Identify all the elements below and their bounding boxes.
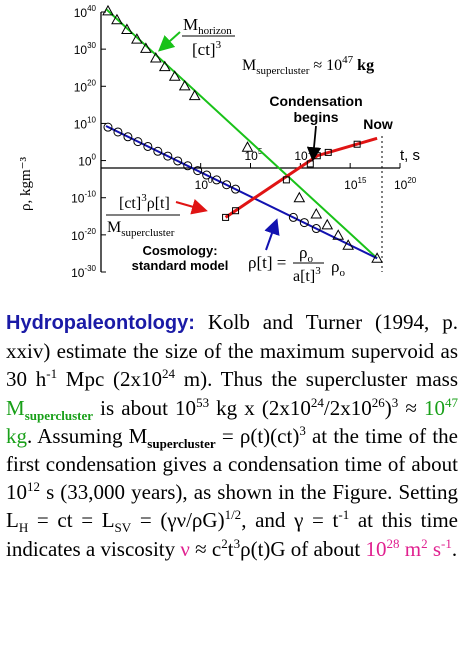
horizon-data-point bbox=[158, 60, 171, 72]
condensation-label: Condensation bbox=[269, 93, 362, 109]
svg-text:Mhorizon: Mhorizon bbox=[183, 15, 232, 37]
horizon-data-point bbox=[178, 79, 191, 91]
horizon-data-point bbox=[149, 52, 162, 63]
horizon-formula: Mhorizon [ct]3 bbox=[182, 15, 235, 59]
density-data-point bbox=[173, 156, 183, 166]
condensation-arrow bbox=[306, 125, 322, 162]
density-data-point bbox=[299, 218, 309, 228]
x-tick-label: 100 bbox=[195, 176, 213, 192]
density-data-point bbox=[202, 170, 212, 180]
x-tick-label: 1020 bbox=[394, 176, 417, 192]
y-tick-label: 1010 bbox=[74, 115, 97, 131]
supercluster-data-point bbox=[353, 140, 361, 148]
svg-text:ρo: ρo bbox=[299, 243, 313, 265]
density-data-point bbox=[153, 146, 163, 156]
horizon-data-point bbox=[293, 191, 306, 203]
svg-text:a[t]3: a[t]3 bbox=[293, 265, 321, 285]
svg-text:Msupercluster: Msupercluster bbox=[107, 219, 175, 239]
supercluster-mass-term: Msupercluster bbox=[6, 395, 94, 423]
supercluster-data-point bbox=[222, 213, 230, 221]
now-label: Now bbox=[363, 116, 393, 132]
supercluster-data-point bbox=[232, 207, 240, 215]
density-data-point bbox=[143, 141, 153, 151]
density-data-point bbox=[222, 180, 232, 190]
horizon-data-point bbox=[121, 23, 133, 34]
supercluster-mass-label: Msupercluster ≈ 1047 kg bbox=[242, 54, 374, 77]
caption-lead: Hydropaleontology: bbox=[6, 312, 195, 334]
x-axis-label: t, s bbox=[400, 147, 420, 164]
density-data-point bbox=[212, 175, 222, 185]
horizon-data-point bbox=[131, 33, 143, 44]
viscosity-symbol: ν bbox=[180, 536, 190, 561]
density-data-point bbox=[311, 224, 321, 234]
density-data-point bbox=[193, 166, 203, 176]
horizon-data-point bbox=[241, 141, 254, 152]
y-tick-label: 10-10 bbox=[71, 190, 96, 206]
horizon-data-point bbox=[321, 218, 334, 230]
caption-paragraph: Hydropaleontology: Kolb and Turner (1994… bbox=[6, 310, 458, 561]
y-tick-label: 1020 bbox=[74, 78, 97, 94]
density-data-point bbox=[288, 212, 298, 222]
density-data-point bbox=[183, 161, 193, 171]
horizon-data-point bbox=[102, 4, 114, 16]
cosmology-label-2: standard model bbox=[132, 258, 229, 273]
svg-text:[ct]3: [ct]3 bbox=[192, 39, 222, 59]
density-formula: ρ[t] = ρo a[t]3 ρo bbox=[248, 243, 345, 285]
supercluster-data-point bbox=[324, 148, 332, 156]
horizon-data-point bbox=[371, 252, 383, 263]
y-axis-label: ρ, kgm⁻³ bbox=[18, 156, 34, 211]
horizon-data-point bbox=[168, 70, 181, 81]
density-data-point bbox=[163, 151, 173, 161]
supercluster-formula-arrow bbox=[175, 199, 208, 215]
supercluster-mass-value: 1047 kg bbox=[6, 394, 458, 448]
supercluster-data-point bbox=[282, 176, 290, 184]
condensation-label-2: begins bbox=[293, 109, 338, 125]
y-tick-label: 1030 bbox=[74, 41, 97, 57]
svg-text:ρ[t] =: ρ[t] = bbox=[248, 253, 286, 272]
y-tick-label: 10-30 bbox=[71, 264, 96, 280]
cosmology-label: Cosmology: bbox=[142, 243, 217, 258]
horizon-series-line bbox=[105, 8, 378, 260]
density-data-point bbox=[133, 137, 143, 147]
horizon-data-point bbox=[332, 229, 345, 240]
svg-text:[ct]3ρ[t]: [ct]3ρ[t] bbox=[119, 192, 170, 212]
horizon-data-point bbox=[310, 208, 323, 219]
viscosity-value: 1028 m2 s-1 bbox=[365, 535, 452, 561]
horizon-data-point bbox=[140, 42, 152, 53]
density-data-point bbox=[123, 132, 133, 142]
density-data-point bbox=[231, 184, 241, 194]
y-axis-ticks: 1040 1030 1020 1010 100 10-10 10-20 10-30 bbox=[71, 4, 106, 280]
y-tick-label: 10-20 bbox=[71, 227, 96, 243]
density-data-point bbox=[103, 122, 113, 132]
horizon-data-point bbox=[111, 13, 123, 25]
horizon-data-point bbox=[342, 239, 355, 250]
supercluster-formula: [ct]3ρ[t] Msupercluster bbox=[106, 192, 180, 239]
x-tick-label: 1015 bbox=[344, 176, 367, 192]
svg-text:ρo: ρo bbox=[331, 257, 345, 279]
density-data-point bbox=[113, 127, 123, 137]
horizon-arrow bbox=[158, 31, 181, 52]
density-formula-arrow bbox=[264, 218, 280, 251]
y-tick-label: 1040 bbox=[74, 4, 97, 20]
y-tick-label: 100 bbox=[78, 153, 96, 169]
horizon-data-point bbox=[188, 89, 201, 101]
